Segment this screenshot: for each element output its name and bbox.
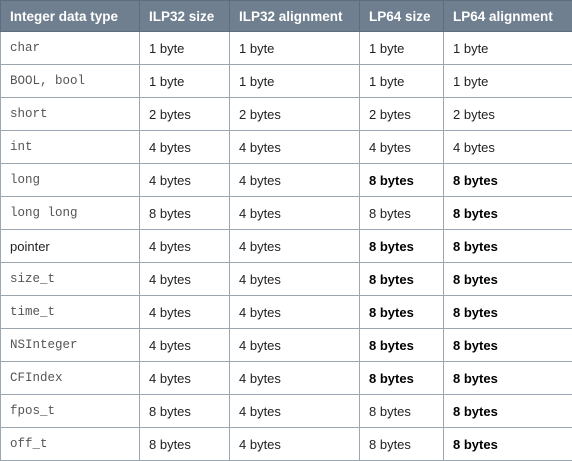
table-row: long 4 bytes 4 bytes 8 bytes 8 bytes xyxy=(0,163,572,197)
table-row: pointer 4 bytes 4 bytes 8 bytes 8 bytes xyxy=(0,229,572,263)
cell-lp64-size: 8 bytes xyxy=(359,262,444,296)
table-row: size_t 4 bytes 4 bytes 8 bytes 8 bytes xyxy=(0,262,572,296)
cell-lp64-alignment: 8 bytes xyxy=(443,262,572,296)
cell-data-type: fpos_t xyxy=(0,394,140,428)
cell-lp64-alignment: 8 bytes xyxy=(443,163,572,197)
cell-lp64-alignment: 8 bytes xyxy=(443,229,572,263)
header-lp64-size: LP64 size xyxy=(359,0,444,32)
cell-lp64-size: 8 bytes xyxy=(359,361,444,395)
cell-data-type: short xyxy=(0,97,140,131)
header-ilp32-size: ILP32 size xyxy=(139,0,230,32)
cell-ilp32-size: 2 bytes xyxy=(139,97,230,131)
cell-lp64-size: 8 bytes xyxy=(359,196,444,230)
cell-ilp32-size: 1 byte xyxy=(139,64,230,98)
cell-data-type: size_t xyxy=(0,262,140,296)
cell-ilp32-alignment: 4 bytes xyxy=(229,328,360,362)
cell-ilp32-size: 4 bytes xyxy=(139,295,230,329)
table-row: fpos_t 8 bytes 4 bytes 8 bytes 8 bytes xyxy=(0,394,572,428)
cell-ilp32-alignment: 4 bytes xyxy=(229,427,360,461)
cell-lp64-alignment: 2 bytes xyxy=(443,97,572,131)
cell-ilp32-alignment: 4 bytes xyxy=(229,361,360,395)
table-header: Integer data type ILP32 size ILP32 align… xyxy=(0,0,572,32)
cell-lp64-size: 1 byte xyxy=(359,31,444,65)
cell-lp64-alignment: 1 byte xyxy=(443,64,572,98)
cell-data-type: time_t xyxy=(0,295,140,329)
cell-ilp32-size: 4 bytes xyxy=(139,262,230,296)
cell-data-type: BOOL, bool xyxy=(0,64,140,98)
cell-lp64-size: 4 bytes xyxy=(359,130,444,164)
cell-ilp32-size: 4 bytes xyxy=(139,361,230,395)
cell-data-type: CFIndex xyxy=(0,361,140,395)
cell-lp64-alignment: 1 byte xyxy=(443,31,572,65)
table-row: BOOL, bool 1 byte 1 byte 1 byte 1 byte xyxy=(0,64,572,98)
cell-data-type: pointer xyxy=(0,229,140,263)
table-row: char 1 byte 1 byte 1 byte 1 byte xyxy=(0,31,572,65)
header-lp64-alignment: LP64 alignment xyxy=(443,0,572,32)
cell-lp64-alignment: 8 bytes xyxy=(443,328,572,362)
cell-ilp32-alignment: 4 bytes xyxy=(229,163,360,197)
cell-ilp32-alignment: 4 bytes xyxy=(229,196,360,230)
cell-lp64-alignment: 8 bytes xyxy=(443,196,572,230)
table-body: char 1 byte 1 byte 1 byte 1 byte BOOL, bool 1 … xyxy=(0,31,572,461)
header-row: Integer data type ILP32 size ILP32 align… xyxy=(0,0,572,32)
cell-lp64-size: 8 bytes xyxy=(359,229,444,263)
table-row: long long 8 bytes 4 bytes 8 bytes 8 bytes xyxy=(0,196,572,230)
cell-lp64-size: 2 bytes xyxy=(359,97,444,131)
cell-ilp32-alignment: 4 bytes xyxy=(229,130,360,164)
cell-ilp32-alignment: 4 bytes xyxy=(229,295,360,329)
cell-ilp32-alignment: 4 bytes xyxy=(229,229,360,263)
cell-data-type: char xyxy=(0,31,140,65)
cell-ilp32-alignment: 2 bytes xyxy=(229,97,360,131)
cell-lp64-alignment: 8 bytes xyxy=(443,361,572,395)
cell-ilp32-alignment: 1 byte xyxy=(229,64,360,98)
header-integer-data-type: Integer data type xyxy=(0,0,140,32)
cell-lp64-size: 8 bytes xyxy=(359,427,444,461)
cell-lp64-size: 8 bytes xyxy=(359,295,444,329)
cell-data-type: NSInteger xyxy=(0,328,140,362)
table-row: int 4 bytes 4 bytes 4 bytes 4 bytes xyxy=(0,130,572,164)
cell-lp64-alignment: 8 bytes xyxy=(443,427,572,461)
cell-ilp32-size: 4 bytes xyxy=(139,163,230,197)
cell-lp64-alignment: 4 bytes xyxy=(443,130,572,164)
cell-data-type: int xyxy=(0,130,140,164)
cell-lp64-size: 8 bytes xyxy=(359,394,444,428)
table-row: short 2 bytes 2 bytes 2 bytes 2 bytes xyxy=(0,97,572,131)
table-row: time_t 4 bytes 4 bytes 8 bytes 8 bytes xyxy=(0,295,572,329)
cell-ilp32-size: 1 byte xyxy=(139,31,230,65)
cell-ilp32-size: 4 bytes xyxy=(139,130,230,164)
cell-ilp32-alignment: 4 bytes xyxy=(229,262,360,296)
header-ilp32-alignment: ILP32 alignment xyxy=(229,0,360,32)
table-row: CFIndex 4 bytes 4 bytes 8 bytes 8 bytes xyxy=(0,361,572,395)
cell-lp64-size: 1 byte xyxy=(359,64,444,98)
cell-ilp32-size: 4 bytes xyxy=(139,229,230,263)
cell-lp64-size: 8 bytes xyxy=(359,163,444,197)
cell-ilp32-size: 4 bytes xyxy=(139,328,230,362)
cell-ilp32-size: 8 bytes xyxy=(139,394,230,428)
cell-ilp32-alignment: 4 bytes xyxy=(229,394,360,428)
cell-ilp32-size: 8 bytes xyxy=(139,427,230,461)
cell-data-type: long long xyxy=(0,196,140,230)
cell-lp64-alignment: 8 bytes xyxy=(443,394,572,428)
cell-lp64-alignment: 8 bytes xyxy=(443,295,572,329)
table-row: NSInteger 4 bytes 4 bytes 8 bytes 8 bytes xyxy=(0,328,572,362)
cell-ilp32-alignment: 1 byte xyxy=(229,31,360,65)
table-row: off_t 8 bytes 4 bytes 8 bytes 8 bytes xyxy=(0,427,572,461)
cell-lp64-size: 8 bytes xyxy=(359,328,444,362)
cell-ilp32-size: 8 bytes xyxy=(139,196,230,230)
cell-data-type: long xyxy=(0,163,140,197)
cell-data-type: off_t xyxy=(0,427,140,461)
